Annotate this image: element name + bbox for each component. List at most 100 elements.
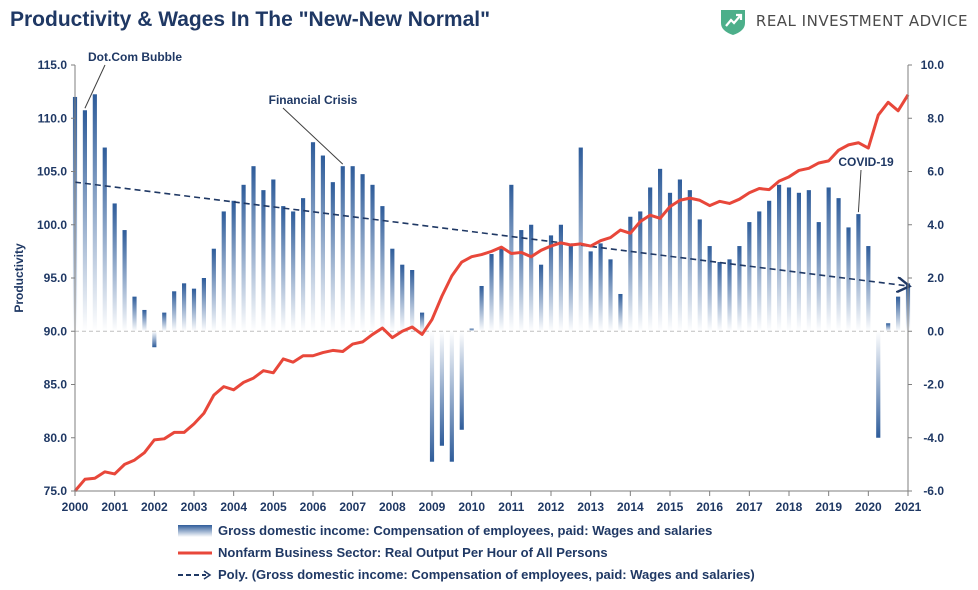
bar (687, 190, 692, 332)
tick-labels: 75.0 80.0 85.0 90.0 95.0 100.0 105.0 110.0 115.0… (37, 58, 944, 514)
bar (360, 174, 365, 332)
bar (866, 246, 871, 332)
legend-item-trend: Poly. (Gross domestic income: Compensati… (178, 567, 755, 582)
bar-series (72, 94, 911, 462)
annotation-label: Dot.Com Bubble (88, 50, 182, 64)
bar (449, 331, 454, 462)
bar (677, 179, 682, 332)
x-tick-label: 2012 (538, 500, 565, 514)
bar (429, 331, 435, 462)
bar (439, 331, 444, 446)
bar (767, 200, 772, 332)
x-tick-label: 2020 (855, 500, 882, 514)
bar (499, 248, 504, 332)
left-tick-label: 100.0 (37, 218, 67, 232)
bar (82, 110, 87, 332)
right-tick-label: -4.0 (923, 431, 944, 445)
bar (459, 331, 464, 430)
annotation-label: Financial Crisis (269, 93, 358, 107)
productivity-line-mark (73, 94, 910, 492)
bar (548, 235, 554, 332)
x-tick-label: 2000 (62, 500, 89, 514)
annotation-leader (282, 107, 344, 165)
bar (856, 214, 861, 332)
bar (390, 248, 395, 332)
bar (281, 206, 286, 332)
left-tick-label: 75.0 (44, 484, 68, 498)
x-tick-label: 2002 (141, 500, 168, 514)
legend-label-productivity: Nonfarm Business Sector: Real Output Per… (218, 545, 608, 560)
productivity-line (73, 94, 910, 492)
bar (350, 166, 355, 332)
bar (529, 224, 534, 332)
bar (717, 262, 722, 332)
legend-item-productivity: Nonfarm Business Sector: Real Output Per… (178, 545, 608, 560)
bar (588, 251, 593, 332)
bar (122, 230, 127, 332)
bar (648, 187, 653, 332)
bar (598, 243, 603, 332)
bar (320, 155, 325, 332)
bar (628, 216, 633, 332)
bar (896, 296, 901, 332)
bar (291, 211, 296, 332)
x-tick-label: 2013 (577, 500, 604, 514)
bar (310, 142, 316, 332)
left-tick-label: 110.0 (38, 111, 68, 125)
legend-label-trend: Poly. (Gross domestic income: Compensati… (218, 567, 755, 582)
annotation-leader (857, 169, 862, 213)
bar (142, 309, 147, 332)
bar (806, 190, 811, 332)
bar (271, 179, 276, 332)
bar (301, 198, 306, 332)
legend-swatch-bar (178, 524, 212, 537)
right-tick-label: 6.0 (927, 165, 944, 179)
bar (638, 211, 643, 332)
left-tick-label: 95.0 (44, 271, 68, 285)
bar (132, 296, 137, 332)
right-tick-label: 2.0 (927, 271, 944, 285)
rising-arrow-shield-icon (720, 10, 745, 35)
bar (380, 206, 385, 332)
page-title: Productivity & Wages In The "New-New Nor… (10, 8, 491, 31)
bar (777, 184, 782, 332)
x-tick-label: 2011 (498, 500, 524, 514)
x-tick-label: 2004 (220, 500, 247, 514)
annotations: Dot.Com Bubble Financial Crisis COVID-19 (84, 50, 894, 213)
right-tick-label: -2.0 (923, 378, 944, 392)
annotation-leader (84, 64, 106, 109)
bar (876, 331, 881, 438)
bar (191, 288, 197, 332)
right-tick-label: 10.0 (921, 58, 945, 72)
legend-label-wages: Gross domestic income: Compensation of e… (218, 523, 713, 538)
bar (826, 187, 831, 332)
x-tick-label: 2003 (181, 500, 208, 514)
left-tick-label: 85.0 (44, 378, 68, 392)
bar (370, 184, 375, 332)
x-tick-label: 2021 (895, 500, 922, 514)
bar (172, 291, 177, 332)
x-tick-label: 2006 (300, 500, 327, 514)
bar (737, 246, 742, 332)
bar (241, 184, 246, 332)
left-tick-label: 80.0 (44, 431, 68, 445)
bar (786, 187, 792, 332)
bar (162, 312, 167, 332)
bar (558, 224, 563, 332)
bar (261, 190, 266, 332)
right-tick-label: 0.0 (927, 324, 944, 338)
left-tick-label: 115.0 (38, 58, 68, 72)
legend-item-wages: Gross domestic income: Compensation of e… (178, 523, 712, 538)
bar (201, 278, 206, 332)
bar (846, 227, 851, 332)
bar (221, 211, 226, 332)
bar (400, 264, 405, 332)
x-tick-label: 2014 (617, 500, 644, 514)
bar (489, 254, 494, 332)
right-tick-label: -6.0 (923, 484, 944, 498)
brand: REAL INVESTMENT ADVICE (718, 6, 968, 36)
bar (211, 248, 216, 332)
legend-swatch-line (178, 551, 212, 554)
bar (707, 246, 712, 332)
